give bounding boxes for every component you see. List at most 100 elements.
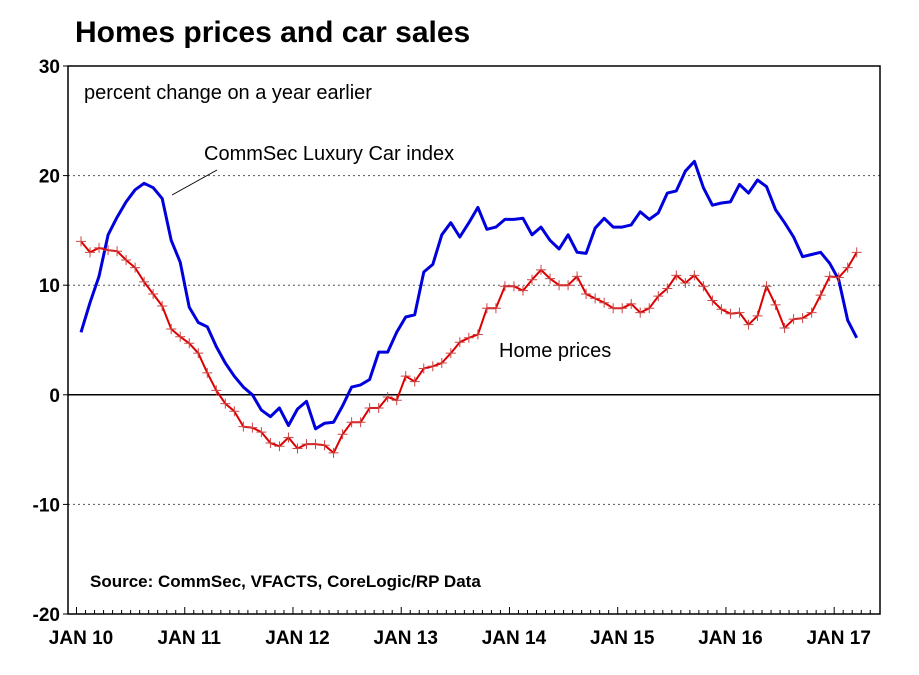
data-point-home-prices [779,322,790,333]
annotation-home-prices: Home prices [499,340,611,362]
series-line-home-prices [80,240,858,454]
data-point-home-prices [635,307,646,318]
data-point-home-prices [581,288,592,299]
data-point-home-prices [274,441,285,452]
data-point-home-prices [536,264,547,275]
data-point-home-prices [454,337,465,348]
series-line-car-index [79,159,859,431]
data-point-home-prices [842,262,853,273]
x-tick-label: JAN 17 [806,628,870,649]
data-point-home-prices [554,280,565,291]
chart-title: Homes prices and car sales [75,16,471,49]
data-point-home-prices [671,270,682,281]
plot-frame [67,65,881,615]
y-tick-label: 30 [39,57,60,78]
data-point-home-prices [391,395,402,406]
data-point-home-prices [139,276,150,287]
data-point-home-prices [463,332,474,343]
data-point-home-prices [166,324,177,335]
data-point-home-prices [626,298,637,309]
data-point-home-prices [310,439,321,450]
data-point-home-prices [112,246,123,257]
data-point-home-prices [599,297,610,308]
data-point-home-prices [788,314,799,325]
data-point-home-prices [238,421,249,432]
y-tick-label: 10 [39,276,60,297]
data-point-home-prices [292,443,303,454]
data-point-home-prices [85,247,96,258]
data-point-home-prices [373,402,384,413]
data-point-home-prices [202,367,213,378]
data-point-home-prices [409,376,420,387]
data-point-home-prices [734,307,745,318]
data-point-home-prices [157,301,168,312]
y-tick-label: 0 [49,386,60,407]
annotation-leader-line [171,169,218,196]
data-point-home-prices [76,236,86,247]
data-point-home-prices [265,438,276,449]
data-point-home-prices [815,290,826,301]
data-point-home-prices [527,274,537,285]
x-tick-label: JAN 15 [590,628,655,649]
data-point-home-prices [436,358,447,369]
x-tick-label: JAN 13 [374,628,438,649]
data-point-home-prices [698,281,709,292]
data-point-home-prices [94,242,105,253]
data-point-home-prices [770,299,781,310]
data-point-home-prices [256,427,267,438]
data-point-home-prices [184,338,195,349]
data-point-home-prices [400,371,411,382]
data-point-home-prices [103,245,114,256]
source-note: Source: CommSec, VFACTS, CoreLogic/RP Da… [90,572,481,591]
data-point-home-prices [328,447,339,458]
data-point-home-prices [752,310,763,321]
x-tick-label: JAN 16 [698,628,762,649]
data-point-home-prices [617,303,628,314]
data-point-home-prices [490,303,501,314]
annotation-car-index: CommSec Luxury Car index [204,143,454,165]
y-tick-label: 20 [39,167,60,188]
y-tick-label: -10 [33,495,60,516]
y-tick-label: -20 [33,605,60,626]
data-point-home-prices [130,262,141,273]
data-point-home-prices [725,308,736,319]
data-point-home-prices [545,273,556,284]
data-point-home-prices [680,278,691,289]
data-point-home-prices [743,319,754,330]
data-point-home-prices [833,272,844,283]
data-point-home-prices [653,291,664,302]
x-tick-label: JAN 14 [482,628,547,649]
data-point-home-prices [590,293,601,304]
data-point-home-prices [382,391,393,402]
x-tick-label: JAN 10 [49,628,113,649]
data-point-home-prices [662,283,673,294]
data-point-home-prices [364,402,375,413]
data-point-home-prices [319,440,330,451]
data-point-home-prices [508,281,519,292]
data-point-home-prices [247,422,258,433]
subtitle: percent change on a year earlier [84,82,372,104]
data-point-home-prices [472,329,483,340]
data-point-home-prices [121,254,132,265]
data-point-home-prices [689,270,700,281]
data-point-home-prices [355,417,366,428]
data-point-home-prices [148,288,159,299]
data-point-home-prices [707,295,718,306]
data-point-home-prices [716,304,727,315]
data-point-home-prices [761,281,772,292]
data-point-home-prices [445,348,456,359]
data-point-home-prices [824,271,835,282]
data-point-home-prices [481,303,492,314]
data-point-home-prices [283,432,294,443]
data-point-home-prices [644,303,655,314]
data-point-home-prices [517,285,528,296]
x-tick-label: JAN 12 [265,628,329,649]
data-point-home-prices [193,348,204,359]
data-point-home-prices [337,429,348,440]
x-axis: JAN 10 JAN 11 JAN 12 JAN 13 JAN 14 JAN 15 JAN … [49,607,871,649]
data-point-home-prices [211,385,222,396]
data-point-home-prices [608,303,619,314]
data-point-home-prices [806,307,817,318]
data-point-home-prices [346,417,357,428]
